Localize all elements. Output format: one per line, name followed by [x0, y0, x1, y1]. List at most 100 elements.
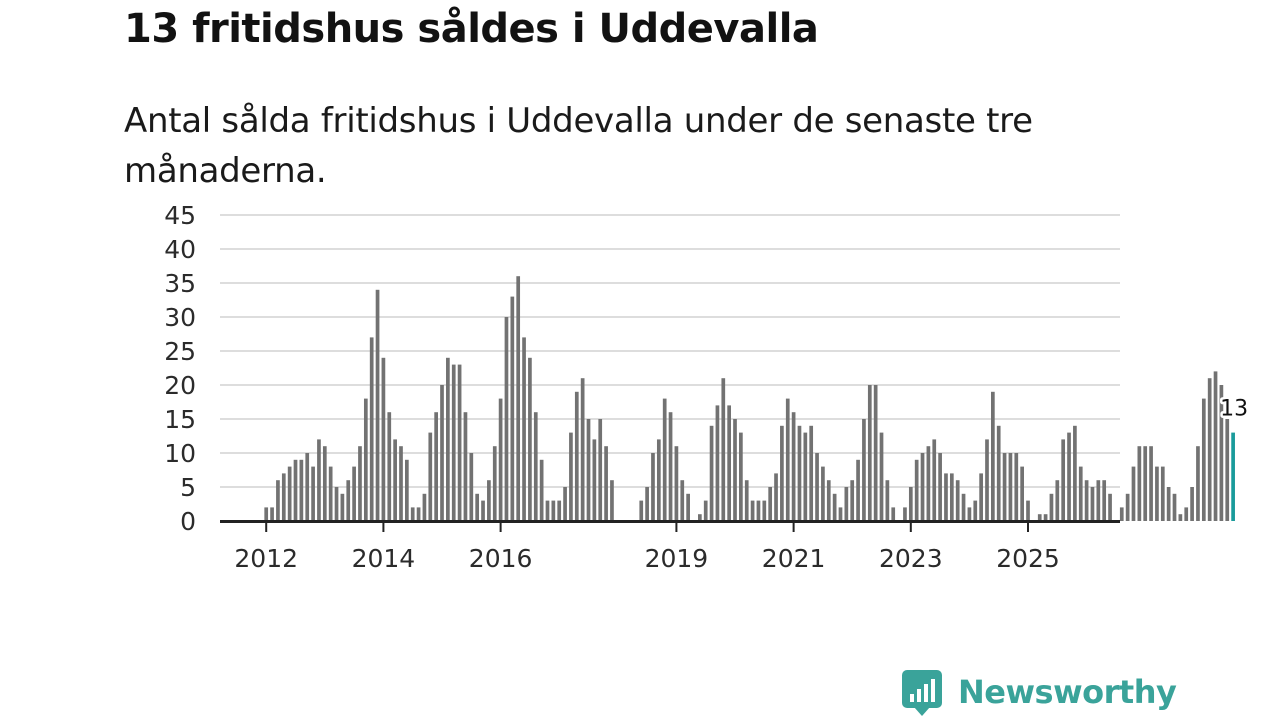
bar: [856, 459, 860, 521]
bar: [1196, 446, 1200, 521]
y-tick-label-40: 40: [164, 235, 196, 264]
y-tick-label-10: 10: [164, 439, 196, 468]
y-tick-label-20: 20: [164, 371, 196, 400]
bar: [545, 500, 550, 521]
bar: [662, 398, 667, 521]
bar: [1020, 466, 1024, 521]
bar: [1002, 453, 1007, 521]
y-tick-label-25: 25: [164, 337, 196, 366]
bar: [328, 466, 333, 521]
bar: [821, 466, 825, 521]
bar: [932, 439, 937, 521]
bar: [317, 439, 321, 521]
bar: [809, 425, 814, 521]
bar: [610, 480, 614, 521]
bar: [996, 425, 1001, 521]
bar: [287, 466, 292, 521]
bar: [1190, 487, 1194, 521]
bar: [949, 473, 954, 521]
bar: [785, 398, 790, 521]
bar: [293, 459, 298, 521]
y-tick-label-35: 35: [164, 269, 196, 298]
axes: [220, 520, 1120, 532]
bar: [264, 507, 269, 521]
y-tick-label-30: 30: [164, 303, 196, 332]
bar: [598, 419, 603, 521]
bar: [451, 364, 456, 521]
bar: [410, 507, 415, 521]
y-tick-label-45: 45: [164, 201, 196, 230]
bar: [656, 439, 661, 521]
x-tick-label-2023: 2023: [879, 544, 943, 573]
bar: [1049, 493, 1054, 521]
brand-name: Newsworthy: [958, 673, 1177, 711]
bar: [680, 480, 685, 521]
bar: [873, 385, 878, 521]
bar: [498, 398, 503, 521]
bar: [1096, 480, 1101, 521]
bar: [322, 446, 327, 521]
bar: [715, 405, 720, 521]
x-tick-label-2014: 2014: [352, 544, 416, 573]
bar: [698, 514, 702, 521]
bar: [346, 480, 351, 521]
bar: [1061, 439, 1066, 521]
chart-subtitle: Antal sålda fritidshus i Uddevalla under…: [124, 101, 1033, 191]
bar: [434, 412, 438, 521]
bar: [510, 296, 515, 521]
bar: [586, 419, 591, 521]
bar: [387, 412, 392, 521]
bar: [703, 500, 708, 521]
bar: [1108, 493, 1112, 521]
bar: [481, 500, 485, 521]
bar: [727, 405, 731, 521]
bar: [1084, 480, 1089, 521]
bar: [592, 439, 597, 521]
bar-latest: [1231, 432, 1235, 521]
bar: [850, 480, 855, 521]
bar: [1160, 466, 1165, 521]
bar: [838, 507, 843, 521]
bar: [639, 500, 644, 521]
bar: [1078, 466, 1083, 521]
bar: [604, 446, 608, 521]
bar: [1201, 398, 1206, 521]
bar: [721, 378, 726, 521]
bar: [305, 453, 310, 521]
bar: [1143, 446, 1148, 521]
bar: [780, 425, 784, 521]
bar: [1166, 487, 1171, 521]
bar: [762, 500, 767, 521]
bar: [826, 480, 831, 521]
bar: [1178, 514, 1183, 521]
bar: [967, 507, 972, 521]
bar: [1014, 453, 1019, 521]
bar: [422, 493, 427, 521]
bar: [862, 419, 866, 521]
bar: [1207, 378, 1212, 521]
bar: [270, 507, 274, 521]
bar: [645, 487, 649, 521]
bar: [979, 473, 983, 521]
bar: [926, 446, 931, 521]
bar: [991, 391, 995, 521]
bar: [522, 337, 526, 521]
bar: [973, 500, 978, 521]
bar: [574, 391, 579, 521]
bar: [908, 487, 913, 521]
bar: [1037, 514, 1042, 521]
bar: [832, 493, 837, 521]
bars: [264, 276, 1235, 521]
bar: [1055, 480, 1060, 521]
newsworthy-brand: Newsworthy: [902, 670, 1177, 718]
bar: [1213, 371, 1218, 521]
bar: [352, 466, 356, 521]
x-tick-label-2025: 2025: [996, 544, 1060, 573]
bar: [709, 425, 714, 521]
latest-value-label: 13: [1220, 397, 1248, 422]
bar: [375, 289, 380, 521]
bar: [1102, 480, 1107, 521]
bar: [744, 480, 749, 521]
